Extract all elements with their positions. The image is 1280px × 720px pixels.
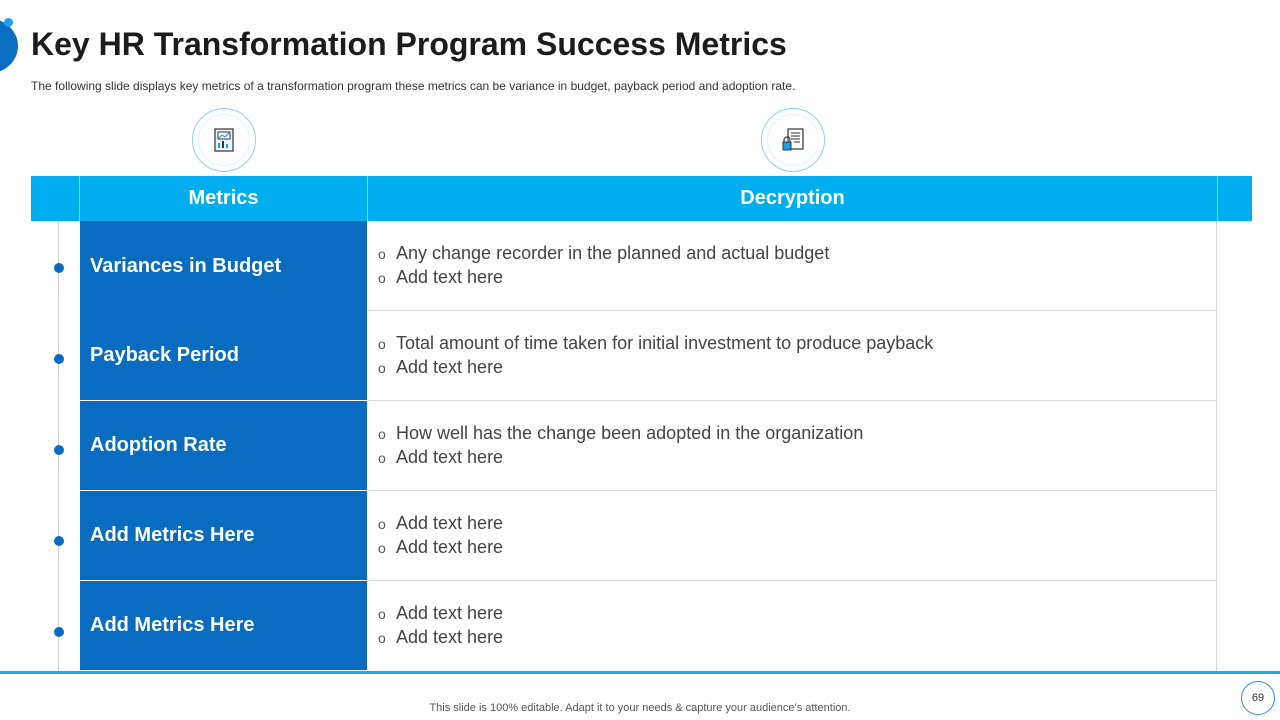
- bullet-item: o How well has the change been adopted in…: [378, 422, 1216, 446]
- bullet-text: Add text here: [396, 537, 504, 557]
- description-column-header: Decryption: [740, 187, 845, 209]
- description-header-icon: [761, 108, 825, 172]
- bullet-text: How well has the change been adopted in …: [396, 423, 864, 443]
- table-header-band: [31, 176, 1252, 221]
- page-number: 69: [1241, 681, 1275, 715]
- timeline-dot: [54, 354, 64, 364]
- metric-cell: Payback Period: [80, 311, 367, 400]
- table-row: Adoption Rate o How well has the change b…: [80, 401, 1217, 491]
- bullet-text: Add text here: [396, 513, 504, 533]
- description-cell: o Any change recorder in the planned and …: [368, 221, 1217, 311]
- bullet-symbol: o: [378, 246, 386, 262]
- bullet-item: o Add text here: [378, 626, 1216, 650]
- bullet-symbol: o: [378, 270, 386, 286]
- metrics-column-header: Metrics: [188, 187, 259, 209]
- corner-decoration: [0, 18, 18, 74]
- bullet-item: o Total amount of time taken for initial …: [378, 332, 1216, 356]
- bullet-text: Add text here: [396, 447, 504, 467]
- metric-cell: Adoption Rate: [80, 401, 367, 490]
- page-title: Key HR Transformation Program Success Me…: [31, 26, 787, 62]
- bullet-symbol: o: [378, 336, 386, 352]
- corner-dot: [4, 18, 13, 27]
- header-divider: [1217, 176, 1218, 221]
- bullet-symbol: o: [378, 606, 386, 622]
- bullet-text: Add text here: [396, 357, 504, 377]
- bullet-symbol: o: [378, 360, 386, 376]
- bullet-item: o Add text here: [378, 356, 1216, 380]
- timeline-dot: [54, 263, 64, 273]
- timeline-dot: [54, 627, 64, 637]
- description-cell: o Add text here o Add text here: [368, 491, 1217, 581]
- bullet-text: Add text here: [396, 267, 504, 287]
- bullet-item: o Add text here: [378, 602, 1216, 626]
- metric-cell: Add Metrics Here: [80, 491, 367, 580]
- timeline-dot: [54, 536, 64, 546]
- table-row: Variances in Budget o Any change recorder…: [80, 221, 1217, 311]
- bullet-item: o Add text here: [378, 446, 1216, 470]
- bullet-text: Total amount of time taken for initial i…: [396, 333, 934, 353]
- header-divider: [79, 176, 80, 221]
- bullet-text: Add text here: [396, 603, 504, 623]
- bullet-item: o Add text here: [378, 512, 1216, 536]
- bullet-item: o Add text here: [378, 266, 1216, 290]
- table-row: Add Metrics Here o Add text here o Add tex…: [80, 491, 1217, 581]
- bullet-item: o Any change recorder in the planned and …: [378, 242, 1216, 266]
- bullet-symbol: o: [378, 540, 386, 556]
- bullet-text: Add text here: [396, 627, 504, 647]
- header-divider: [367, 176, 368, 221]
- page-subtitle: The following slide displays key metrics…: [31, 79, 796, 93]
- bullet-item: o Add text here: [378, 536, 1216, 560]
- timeline-dot: [54, 445, 64, 455]
- metric-cell: Variances in Budget: [80, 221, 367, 311]
- bullet-text: Any change recorder in the planned and a…: [396, 243, 830, 263]
- table-row: Add Metrics Here o Add text here o Add tex…: [80, 581, 1217, 671]
- footer-divider: [0, 671, 1280, 674]
- bullet-symbol: o: [378, 630, 386, 646]
- bullet-symbol: o: [378, 450, 386, 466]
- report-chart-icon: [214, 128, 234, 152]
- metric-cell: Add Metrics Here: [80, 581, 367, 670]
- description-cell: o How well has the change been adopted in…: [368, 401, 1217, 491]
- bullet-symbol: o: [378, 516, 386, 532]
- bullet-symbol: o: [378, 426, 386, 442]
- description-cell: o Total amount of time taken for initial …: [368, 311, 1217, 401]
- table-row: Payback Period o Total amount of time tak…: [80, 311, 1217, 401]
- footer-note: This slide is 100% editable. Adapt it to…: [429, 702, 851, 714]
- document-lock-icon: [782, 128, 804, 151]
- description-cell: o Add text here o Add text here: [368, 581, 1217, 671]
- metrics-header-icon: [192, 108, 256, 172]
